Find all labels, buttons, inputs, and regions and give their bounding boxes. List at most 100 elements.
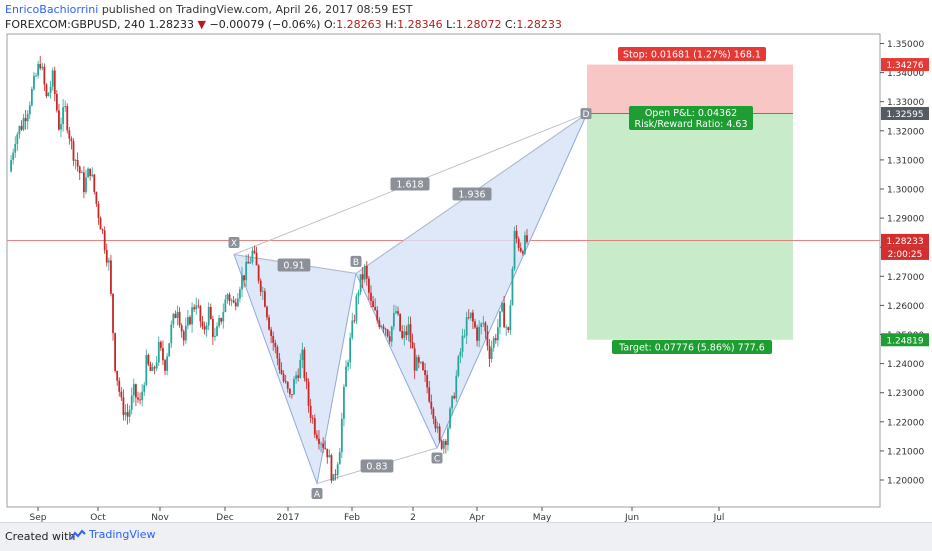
- candle-body: [455, 375, 458, 399]
- candle-body: [74, 159, 77, 161]
- candle-body: [151, 367, 154, 371]
- candle-body: [286, 381, 289, 389]
- candle-body: [361, 274, 364, 280]
- candle-body: [367, 278, 370, 293]
- candle-body: [128, 409, 131, 417]
- candle-body: [263, 291, 266, 307]
- candle-body: [145, 355, 148, 386]
- candle-body: [474, 321, 476, 328]
- ratio-label-2: 1.618: [390, 177, 430, 191]
- pattern-point-badge: [228, 236, 240, 248]
- candle-body: [363, 265, 366, 280]
- candle-body: [149, 364, 152, 371]
- candle-body: [338, 452, 341, 465]
- stop-zone: [587, 64, 793, 114]
- candle-body: [30, 88, 33, 106]
- candle-body: [209, 306, 212, 319]
- candle-body: [478, 326, 481, 341]
- candle-body: [243, 275, 245, 281]
- candle-body: [399, 313, 402, 331]
- candle-body: [134, 384, 137, 398]
- candle-body: [526, 235, 528, 242]
- candle-body: [124, 412, 127, 415]
- candle-body: [39, 63, 42, 69]
- candle-body: [390, 326, 393, 342]
- candle-body: [347, 362, 349, 367]
- candle-body: [499, 311, 501, 328]
- candle-body: [447, 428, 449, 446]
- target-label-bg: [612, 340, 772, 354]
- candle-body: [291, 394, 293, 395]
- candle-body: [426, 375, 429, 388]
- symbol-label[interactable]: FOREXCOM:GBPUSD, 240: [5, 18, 146, 31]
- candle-body: [422, 362, 424, 371]
- ratio-value: 0.91: [283, 261, 304, 272]
- candle-body: [16, 134, 19, 144]
- candle-body: [266, 306, 268, 318]
- candle-body: [97, 203, 100, 218]
- author-link[interactable]: EnricoBachiorrini: [5, 3, 99, 16]
- candle-body: [376, 310, 379, 321]
- candle-body: [130, 395, 133, 410]
- candle-body: [320, 443, 322, 445]
- candle-body: [33, 75, 35, 89]
- risk-reward-label: Risk/Reward Ratio: 4.63: [634, 119, 747, 130]
- ratio-label-1: 0.83: [360, 459, 394, 473]
- published-text: published on TradingView.com, April 26, …: [101, 3, 413, 16]
- candle-body: [49, 86, 52, 93]
- entry-price-tag-bg: [881, 106, 929, 120]
- harmonic-pattern[interactable]: [233, 112, 589, 486]
- candle-body: [313, 418, 316, 435]
- candle-body: [330, 455, 333, 481]
- candle-body: [232, 300, 235, 303]
- stop-label: Stop: 0.01681 (1.27%) 168.1: [623, 50, 761, 61]
- time-tick-label: Sep: [30, 513, 47, 522]
- open-pnl-label: Open P&L: 0.04362: [645, 108, 737, 119]
- candle-body: [270, 329, 273, 337]
- candle-body: [257, 265, 260, 281]
- price-tick-label: 1.32000: [887, 127, 924, 137]
- candle-body: [68, 130, 71, 139]
- time-tick-label: Jul: [713, 513, 725, 522]
- candle-body: [490, 347, 493, 359]
- candle-body: [299, 360, 302, 378]
- price-tick-label: 1.34000: [887, 69, 924, 79]
- high-value: 1.28346: [397, 18, 443, 31]
- candle-body: [440, 440, 443, 449]
- pattern-point-label: A: [314, 490, 321, 500]
- candle-body: [191, 307, 193, 325]
- candle-body: [407, 324, 410, 336]
- candle-body: [517, 238, 520, 248]
- last-price-tag: 1.28233: [881, 233, 929, 247]
- candle-body: [58, 110, 60, 130]
- candle-body: [155, 362, 158, 369]
- candle-body: [278, 358, 281, 370]
- candle-body: [76, 159, 79, 167]
- candle-body: [411, 342, 414, 349]
- price-tick-label: 1.30000: [887, 186, 924, 196]
- candle-body: [178, 311, 181, 326]
- tradingview-link[interactable]: TradingView: [70, 528, 155, 541]
- candle-body: [166, 356, 169, 371]
- candle-body: [457, 356, 460, 376]
- candle-body: [417, 357, 420, 363]
- pattern-point-d: D: [580, 108, 592, 120]
- pattern-point-label: D: [583, 110, 590, 120]
- candle-body: [78, 166, 81, 174]
- candle-body: [272, 336, 275, 343]
- candle-body: [513, 230, 516, 269]
- candle-body: [505, 327, 508, 329]
- candle-body: [137, 397, 139, 400]
- price-chart[interactable]: X A B C D 0.91 0.83 1.618 1.936 Stop: 0.01681 (1…: [0, 0, 932, 522]
- price-tick-label: 1.23000: [887, 389, 924, 399]
- candle-body: [22, 118, 25, 130]
- countdown-tag-value: 2:00:25: [888, 250, 923, 260]
- candle-body: [370, 292, 372, 302]
- candle-body: [184, 325, 187, 341]
- price-tick-label: 1.27000: [887, 273, 924, 283]
- candle-body: [301, 349, 304, 361]
- countdown-tag-bg: [881, 246, 929, 260]
- candle-body: [126, 412, 129, 417]
- price-change: −0.00079 (−0.06%): [209, 18, 321, 31]
- candle-body: [336, 464, 339, 476]
